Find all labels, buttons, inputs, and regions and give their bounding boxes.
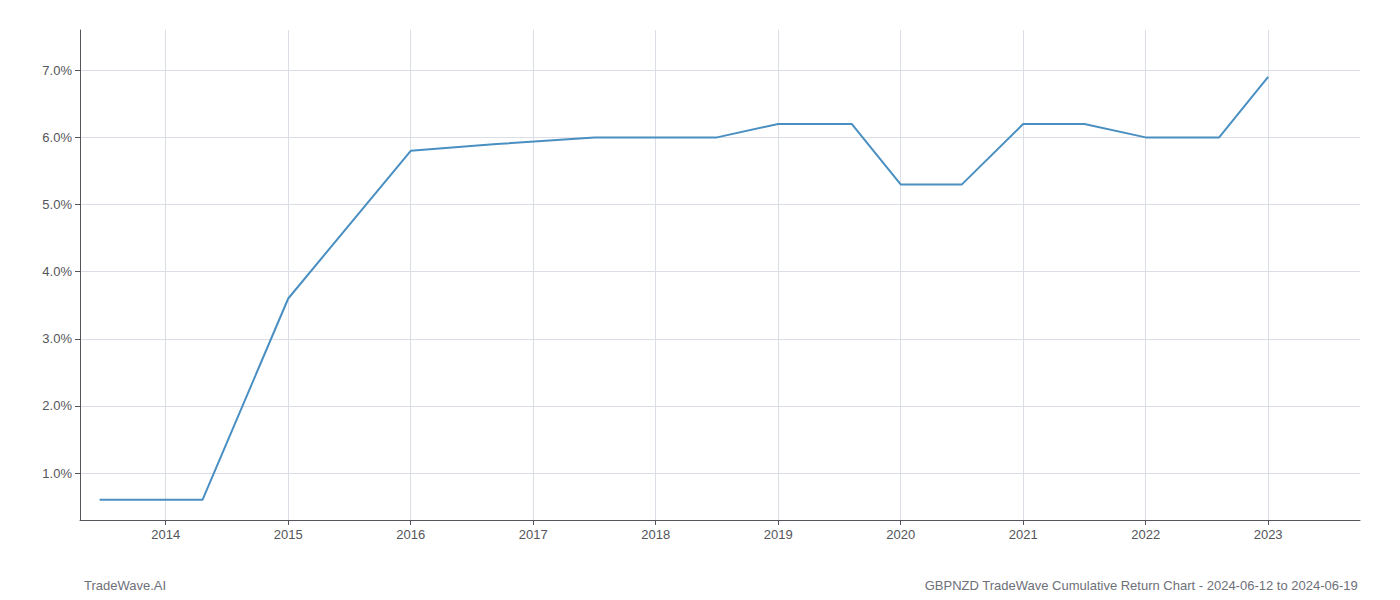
svg-text:2015: 2015 [274, 527, 303, 542]
svg-text:2016: 2016 [396, 527, 425, 542]
svg-text:TradeWave.AI: TradeWave.AI [84, 578, 166, 593]
svg-text:6.0%: 6.0% [42, 130, 72, 145]
svg-text:1.0%: 1.0% [42, 466, 72, 481]
svg-text:GBPNZD TradeWave Cumulative Re: GBPNZD TradeWave Cumulative Return Chart… [925, 578, 1358, 593]
svg-text:2019: 2019 [764, 527, 793, 542]
svg-text:5.0%: 5.0% [42, 197, 72, 212]
svg-text:2022: 2022 [1131, 527, 1160, 542]
svg-text:2020: 2020 [886, 527, 915, 542]
svg-text:2023: 2023 [1254, 527, 1283, 542]
svg-text:2014: 2014 [151, 527, 180, 542]
svg-text:2021: 2021 [1009, 527, 1038, 542]
svg-text:3.0%: 3.0% [42, 331, 72, 346]
svg-text:2018: 2018 [641, 527, 670, 542]
svg-text:2017: 2017 [519, 527, 548, 542]
svg-text:4.0%: 4.0% [42, 264, 72, 279]
svg-text:7.0%: 7.0% [42, 63, 72, 78]
svg-text:2.0%: 2.0% [42, 398, 72, 413]
